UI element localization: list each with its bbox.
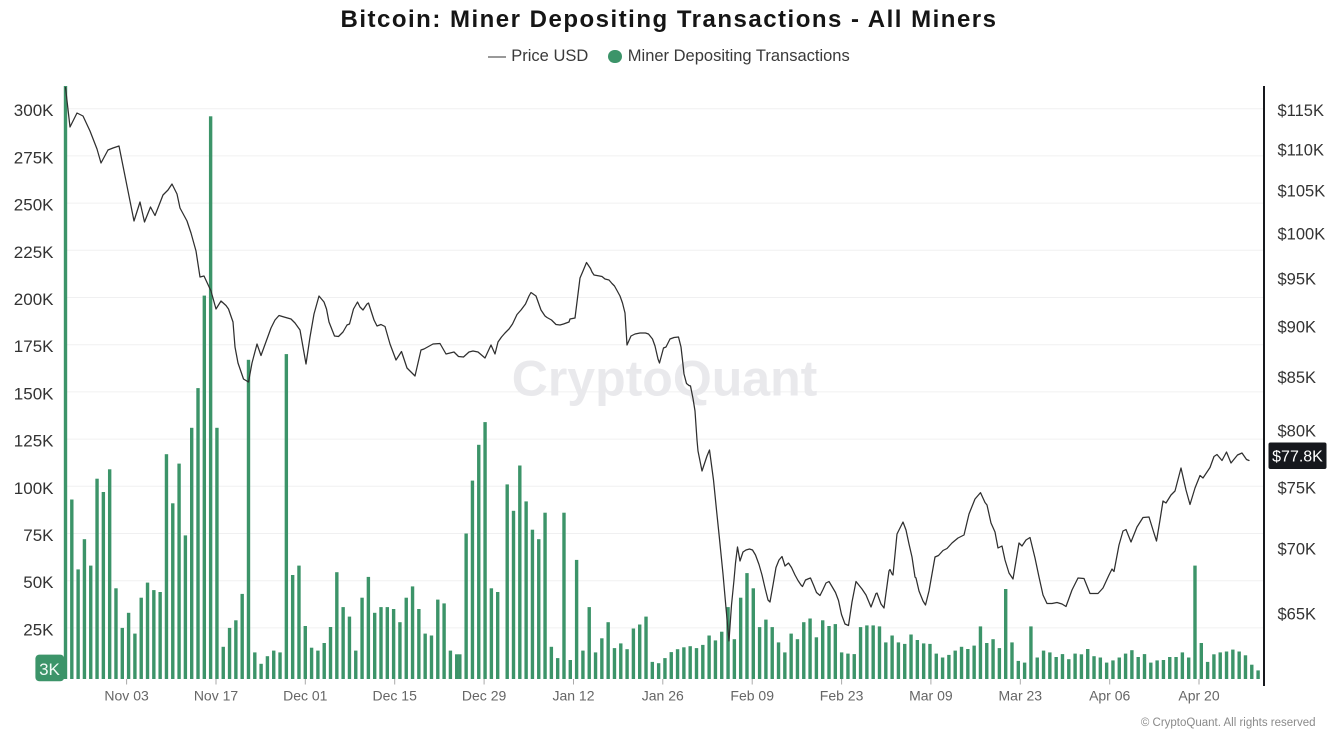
svg-text:$75K: $75K <box>1278 479 1317 497</box>
svg-text:50K: 50K <box>23 573 54 592</box>
svg-text:Nov 03: Nov 03 <box>104 688 149 704</box>
svg-text:Jan 26: Jan 26 <box>642 688 684 704</box>
svg-text:$95K: $95K <box>1278 271 1317 289</box>
svg-text:$90K: $90K <box>1278 318 1317 336</box>
svg-text:Nov 17: Nov 17 <box>194 688 239 704</box>
svg-text:275K: 275K <box>14 148 54 167</box>
svg-text:25K: 25K <box>23 620 54 639</box>
svg-text:200K: 200K <box>14 290 54 309</box>
svg-text:Apr 06: Apr 06 <box>1089 688 1130 704</box>
svg-text:100K: 100K <box>14 479 54 498</box>
svg-text:Mar 09: Mar 09 <box>909 688 953 704</box>
svg-text:$115K: $115K <box>1278 102 1325 120</box>
svg-text:150K: 150K <box>14 384 54 403</box>
svg-text:Feb 23: Feb 23 <box>820 688 864 704</box>
svg-text:$105K: $105K <box>1278 182 1326 200</box>
svg-text:Dec 29: Dec 29 <box>462 688 507 704</box>
svg-text:3K: 3K <box>39 660 60 679</box>
svg-text:$110K: $110K <box>1278 141 1325 159</box>
svg-text:250K: 250K <box>14 196 54 215</box>
svg-text:225K: 225K <box>14 243 54 262</box>
svg-text:© CryptoQuant. All rights rese: © CryptoQuant. All rights reserved <box>1141 717 1316 729</box>
svg-text:$80K: $80K <box>1278 422 1317 440</box>
svg-text:125K: 125K <box>14 432 54 451</box>
svg-text:Feb 09: Feb 09 <box>730 688 774 704</box>
svg-text:300K: 300K <box>14 101 54 120</box>
svg-text:75K: 75K <box>23 526 54 545</box>
svg-text:$65K: $65K <box>1278 606 1317 624</box>
svg-text:Dec 01: Dec 01 <box>283 688 328 704</box>
svg-text:Dec 15: Dec 15 <box>373 688 418 704</box>
svg-text:175K: 175K <box>14 337 54 356</box>
svg-text:CryptoQuant: CryptoQuant <box>512 351 818 407</box>
svg-text:$85K: $85K <box>1278 369 1317 387</box>
svg-text:Apr 20: Apr 20 <box>1178 688 1219 704</box>
svg-text:Mar 23: Mar 23 <box>999 688 1043 704</box>
svg-text:$70K: $70K <box>1278 540 1317 558</box>
svg-text:Jan 12: Jan 12 <box>552 688 594 704</box>
svg-text:$100K: $100K <box>1278 225 1326 243</box>
svg-text:$77.8K: $77.8K <box>1272 449 1323 466</box>
